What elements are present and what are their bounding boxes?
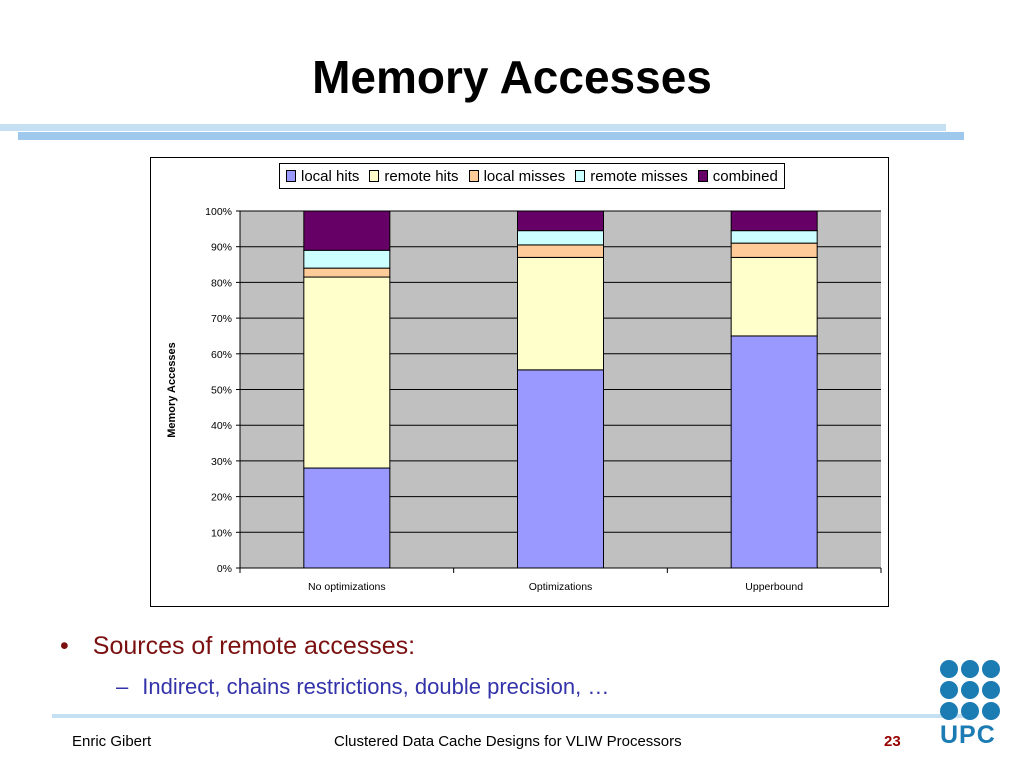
legend-item: remote hits [369, 167, 459, 185]
y-tick-label: 30% [211, 456, 232, 468]
legend-label: local misses [483, 167, 566, 185]
y-tick-label: 10% [211, 527, 232, 539]
x-tick-label: No optimizations [308, 581, 386, 593]
logo-dot [982, 660, 1000, 678]
footer-title: Clustered Data Cache Designs for VLIW Pr… [334, 733, 682, 750]
bar-segment [730, 335, 818, 569]
x-tick-label: Optimizations [529, 581, 593, 593]
logo-dot [982, 681, 1000, 699]
bullet-text: Sources of remote accesses: [92, 632, 416, 660]
logo-dot [940, 681, 958, 699]
logo-text: UPC [940, 721, 996, 749]
legend-label: remote misses [590, 167, 688, 185]
legend-item: local hits [286, 168, 359, 185]
logo-dot [940, 660, 958, 678]
sub-bullet-text: Indirect, chains restrictions, double pr… [142, 674, 610, 699]
bar-segment [517, 369, 604, 569]
logo-dot [982, 702, 1000, 720]
bar-segment [303, 249, 391, 269]
bar-segment [303, 267, 391, 278]
legend-swatch [468, 170, 479, 182]
y-tick-label: 50% [211, 385, 232, 397]
legend-swatch [697, 170, 708, 182]
bar-segment [730, 230, 818, 244]
y-tick-label: 40% [211, 420, 232, 432]
bar-segment [517, 210, 604, 232]
bar-segment [730, 242, 818, 258]
bar-segment [517, 230, 604, 246]
slide-title: Memory Accesses [312, 51, 712, 103]
sub-bullet-item: – Indirect, chains restrictions, double … [116, 674, 609, 700]
logo-dot [961, 660, 979, 678]
y-tick-label: 80% [211, 277, 232, 289]
footer-author: Enric Gibert [72, 733, 152, 750]
bar-segment [303, 276, 391, 469]
logo-dot [940, 702, 958, 720]
y-tick-label: 60% [211, 349, 232, 361]
y-tick-label: 70% [211, 313, 232, 325]
x-tick-label: Upperbound [745, 581, 803, 593]
logo-dot [961, 681, 979, 699]
bar-segment [517, 244, 604, 258]
chart-legend: local hits remote hits local misses remote … [279, 163, 785, 189]
bullet-dot: • [60, 632, 69, 660]
legend-swatch [369, 170, 380, 182]
bullet-item: • Sources of remote accesses: [60, 632, 415, 661]
sub-bullet-dash: – [116, 674, 129, 699]
logo-dots [940, 660, 1006, 720]
legend-item: combined [697, 167, 778, 185]
y-tick-label: 0% [217, 563, 232, 575]
footer-rule [52, 714, 972, 718]
legend-swatch [575, 170, 586, 182]
y-tick-label: 20% [211, 492, 232, 504]
page-number: 23 [884, 733, 901, 750]
legend-label: local hits [301, 167, 360, 185]
legend-label: combined [712, 167, 778, 185]
bar-segment [303, 467, 391, 569]
title-rule-blue [18, 132, 964, 140]
title-rule-light [0, 124, 946, 131]
bar-segment [303, 210, 391, 251]
legend-item: local misses [468, 167, 566, 185]
bar-segment [730, 210, 818, 232]
logo-dot [961, 702, 979, 720]
legend-label: remote hits [384, 167, 459, 185]
upc-logo: UPC [940, 660, 1006, 750]
y-tick-label: 100% [205, 206, 232, 218]
y-tick-label: 90% [211, 242, 232, 254]
bar-segment [517, 256, 604, 371]
legend-item: remote misses [575, 168, 688, 185]
legend-swatch [286, 170, 296, 182]
bar-segment [730, 256, 818, 337]
